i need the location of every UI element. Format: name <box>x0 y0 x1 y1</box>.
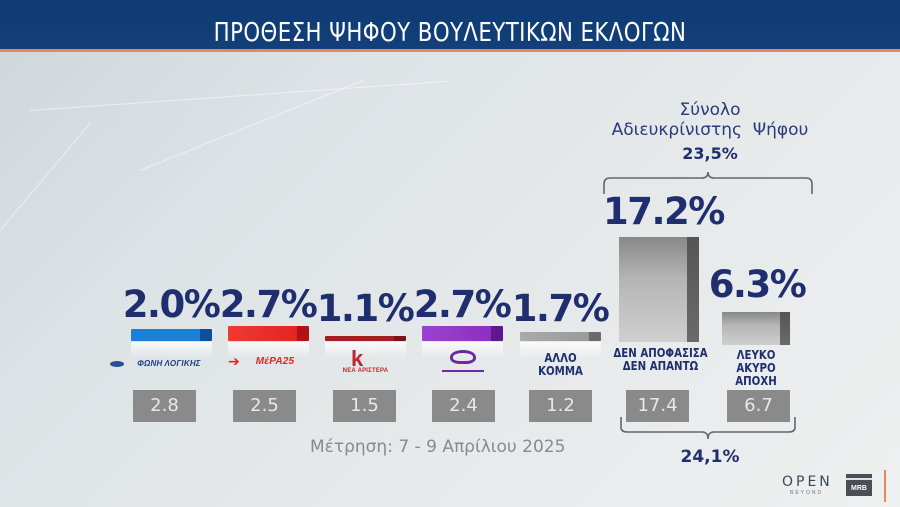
channel-logo-subtext: BEYOND <box>790 490 824 496</box>
party-logo-subtext <box>442 370 484 372</box>
background-line <box>0 122 91 231</box>
previous-value-box: 2.5 <box>233 390 296 422</box>
previous-value-box: 1.2 <box>529 390 592 422</box>
flower-emblem-icon <box>450 350 476 364</box>
party-bar <box>325 336 406 341</box>
arrow-emblem-icon: ➔ <box>228 353 240 369</box>
party-emblem-icon: k <box>351 346 364 371</box>
category-bar-3d <box>619 237 699 342</box>
party-percentage: 2.7% <box>413 283 512 326</box>
party-logo <box>422 348 503 376</box>
bar-reflection <box>325 342 406 358</box>
category-label: ΛΕΥΚΟ ΑΚΥΡΟ ΑΠΟΧΗ <box>735 348 777 388</box>
party-logo: ➔ ΜέΡΑ25 <box>228 353 318 369</box>
category-bar-3d <box>722 312 790 345</box>
previous-value-box: 2.8 <box>133 390 196 422</box>
category-label: ΔΕΝ ΑΠΟΦΑΣΙΣΑ ΔΕΝ ΑΠΑΝΤΩ <box>613 346 708 373</box>
party-percentage: 1.7% <box>511 287 610 330</box>
bar-reflection <box>520 342 601 358</box>
brace-total-value: 23,5% <box>682 144 738 163</box>
party-percentage: 2.0% <box>122 283 221 326</box>
channel-logo: OPEN <box>782 474 833 490</box>
party-bar <box>131 329 212 341</box>
brace-caption: Σύνολο Αδιευκρίνιστης Ψήφου <box>611 100 809 140</box>
party-bar <box>520 332 601 341</box>
page-title: ΠΡΟΘΕΣΗ ΨΗΦΟΥ ΒΟΥΛΕΥΤΙΚΩΝ ΕΚΛΟΓΩΝ <box>213 18 687 48</box>
party-logo: ΦΩΝΗ ΛΟΓΙΚΗΣ <box>110 358 214 370</box>
party-percentage: 1.1% <box>316 287 415 330</box>
previous-value-box: 6.7 <box>727 390 790 422</box>
party-percentage: 6.3% <box>708 263 807 306</box>
party-logo: k ΝΕΑ ΑΡΙΣΤΕΡΑ <box>325 348 406 376</box>
survey-dates-note: Μέτρηση: 7 - 9 Απρίλιου 2025 <box>310 437 566 457</box>
category-label: ΑΛΛΟ ΚΟΜΜΑ <box>538 351 583 378</box>
party-bar <box>422 326 503 341</box>
previous-value-box: 2.4 <box>432 390 495 422</box>
party-percentage: 2.7% <box>219 283 318 326</box>
party-percentage: 17.2% <box>603 190 725 233</box>
party-logo-text: ΜέΡΑ25 <box>255 356 295 367</box>
top-brace <box>603 171 813 194</box>
previous-value-box: 1.5 <box>333 390 396 422</box>
pollster-logo: MRB <box>846 474 872 496</box>
header-banner: ΠΡΟΘΕΣΗ ΨΗΦΟΥ ΒΟΥΛΕΥΤΙΚΩΝ ΕΚΛΟΓΩΝ <box>0 0 900 52</box>
previous-value-box: 17.4 <box>626 390 689 422</box>
party-bar <box>228 326 309 341</box>
brace-previous-total: 24,1% <box>680 447 740 467</box>
bar-reflection <box>131 342 212 358</box>
accent-divider <box>884 470 886 502</box>
logo-emblem-icon <box>110 361 124 367</box>
background-line <box>29 80 450 111</box>
party-logo-text: ΝΕΑ ΑΡΙΣΤΕΡΑ <box>342 368 389 374</box>
party-logo-text: ΦΩΝΗ ΛΟΓΙΚΗΣ <box>137 359 201 368</box>
bottom-brace <box>620 417 796 440</box>
bar-reflection <box>228 342 309 358</box>
